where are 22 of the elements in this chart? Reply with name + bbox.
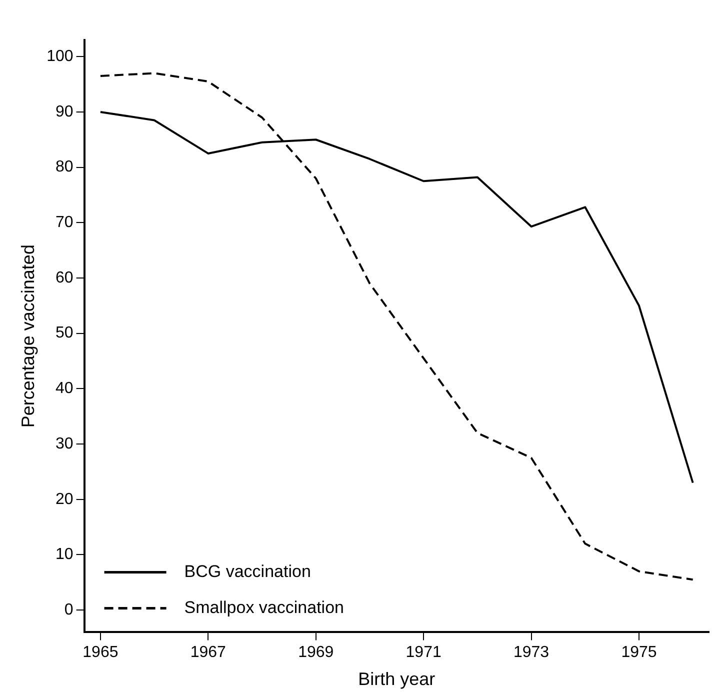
line-series	[99, 72, 694, 581]
y-tick-label: 50	[56, 324, 74, 342]
y-tick-label: 30	[56, 435, 74, 452]
y-tick-label: 40	[56, 380, 74, 398]
y-axis-title: Percentage vaccinated	[18, 244, 38, 428]
x-tick-label: 1965	[82, 644, 118, 662]
y-tick-label: 20	[56, 490, 74, 508]
legend-label: Smallpox vaccination	[184, 598, 344, 617]
x-axis-title: Birth year	[358, 669, 436, 690]
y-tick-label: 10	[56, 546, 74, 564]
x-tick-label: 1973	[513, 644, 550, 662]
x-tick-label: 1975	[621, 644, 657, 662]
legend-label: BCG vaccination	[184, 562, 311, 581]
x-tick-label: 1967	[190, 644, 226, 662]
y-tick-label: 70	[56, 214, 74, 232]
x-tick-label: 1971	[406, 644, 442, 662]
y-tick-label: 0	[64, 601, 74, 618]
y-tick-label: 100	[46, 48, 74, 66]
x-tick-label: 1969	[298, 644, 334, 662]
y-tick-label: 60	[56, 269, 74, 286]
y-tick-label: 80	[56, 158, 74, 176]
y-tick-label: 90	[56, 103, 74, 120]
